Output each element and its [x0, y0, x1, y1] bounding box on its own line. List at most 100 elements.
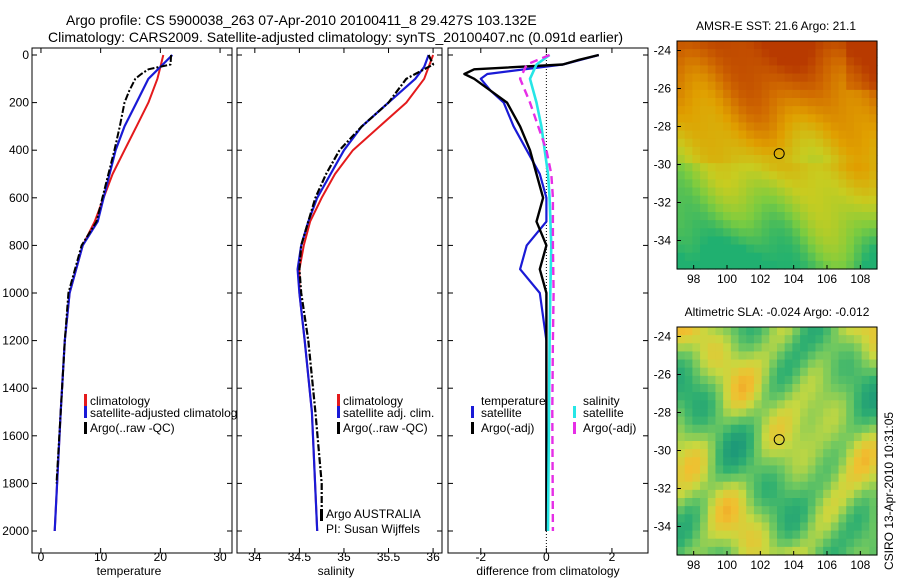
heatmap-cell: [715, 375, 724, 385]
heatmap-cell: [684, 155, 693, 164]
y-tick-label: -24: [654, 44, 672, 58]
heatmap-cell: [792, 424, 801, 434]
heatmap-cell: [815, 220, 824, 229]
heatmap-cell: [800, 163, 809, 172]
heatmap-cell: [792, 514, 801, 524]
heatmap-cell: [700, 367, 709, 377]
heatmap-cell: [777, 73, 786, 83]
heatmap-cell: [677, 195, 686, 205]
heatmap-cell: [730, 236, 740, 246]
series-line-temperature-satellite: [479, 53, 600, 531]
heatmap-cell: [784, 498, 793, 507]
heatmap-cell: [846, 538, 855, 548]
heatmap-cell: [746, 498, 755, 507]
heatmap-cell: [692, 41, 701, 50]
heatmap-cell: [715, 408, 724, 418]
heatmap-cell: [677, 514, 686, 524]
heatmap-cell: [777, 171, 786, 181]
heatmap-cell: [746, 212, 755, 221]
heatmap-cell: [730, 130, 740, 140]
heatmap-cell: [853, 546, 863, 556]
heatmap-cell: [707, 400, 717, 410]
heatmap-cell: [769, 89, 778, 99]
series-line-satellite-adj-clim-: [296, 54, 430, 532]
heatmap-cell: [692, 400, 701, 410]
heatmap-cell: [746, 392, 755, 401]
heatmap-cell: [800, 41, 809, 50]
heatmap-cell: [800, 49, 809, 58]
heatmap-cell: [861, 130, 870, 140]
heatmap-cell: [715, 489, 724, 499]
heatmap-cell: [861, 41, 870, 50]
heatmap-cell: [738, 65, 747, 75]
heatmap-cell: [700, 392, 709, 401]
x-tick-label: 20: [154, 550, 168, 564]
heatmap-cell: [853, 343, 863, 353]
heatmap-cell: [792, 538, 801, 548]
heatmap-cell: [707, 343, 717, 353]
legend-swatch-satellite: [337, 406, 340, 418]
heatmap-cell: [823, 122, 832, 132]
heatmap-cell: [861, 163, 870, 172]
heatmap-cell: [792, 327, 801, 336]
heatmap-cell: [846, 244, 855, 254]
heatmap-cell: [800, 130, 809, 140]
heatmap-cell: [807, 351, 817, 361]
heatmap-cell: [838, 441, 847, 450]
heatmap-cell: [692, 408, 701, 418]
heatmap-cell: [715, 449, 724, 458]
heatmap-cell: [846, 514, 855, 524]
heatmap-cell: [853, 228, 863, 238]
heatmap-cell: [846, 228, 855, 238]
heatmap-cell: [692, 457, 701, 467]
heatmap-cell: [830, 457, 840, 467]
y-tick-label: 600: [9, 191, 29, 205]
heatmap-cell: [761, 228, 770, 238]
heatmap-cell: [753, 138, 763, 148]
heatmap-cell: [800, 432, 809, 442]
heatmap-cell: [761, 546, 770, 556]
heatmap-cell: [761, 538, 770, 548]
heatmap-cell: [684, 187, 693, 197]
heatmap-cell: [815, 489, 824, 499]
heatmap-cell: [792, 252, 801, 262]
heatmap-cell: [730, 155, 740, 164]
heatmap-cell: [738, 41, 747, 50]
heatmap-cell: [784, 260, 793, 270]
heatmap-cell: [746, 220, 755, 229]
heatmap-cell: [753, 424, 763, 434]
heatmap-cell: [753, 171, 763, 181]
heatmap-cell: [692, 73, 701, 83]
heatmap-cell: [746, 73, 755, 83]
heatmap-cell: [869, 343, 878, 353]
heatmap-cell: [746, 138, 755, 148]
heatmap-cell: [753, 65, 763, 75]
heatmap-cell: [684, 49, 693, 58]
heatmap-cell: [861, 546, 870, 556]
heatmap-cell: [830, 203, 840, 213]
heatmap-cell: [830, 220, 840, 229]
heatmap-cell: [777, 522, 786, 532]
heatmap-cell: [684, 89, 693, 99]
series-line-satellite-adjusted-climatolog: [53, 54, 174, 532]
heatmap-cell: [792, 522, 801, 532]
heatmap-cell: [753, 89, 763, 99]
heatmap-cell: [815, 449, 824, 458]
heatmap-cell: [738, 228, 747, 238]
x-tick-label: 102: [750, 272, 770, 286]
heatmap-cell: [807, 163, 817, 172]
heatmap-cell: [761, 498, 770, 507]
heatmap-cell: [746, 260, 755, 270]
heatmap-cell: [723, 195, 732, 205]
heatmap-cell: [800, 81, 809, 91]
heatmap-cell: [723, 89, 732, 99]
heatmap-cell: [823, 252, 832, 262]
heatmap-cell: [761, 81, 770, 91]
heatmap-cell: [684, 392, 693, 401]
heatmap-cell: [677, 392, 686, 401]
heatmap-cell: [823, 384, 832, 393]
heatmap-cell: [784, 89, 793, 99]
heatmap-cell: [684, 424, 693, 434]
difference-xlabel: difference from climatology: [476, 564, 619, 578]
heatmap-cell: [730, 538, 740, 548]
